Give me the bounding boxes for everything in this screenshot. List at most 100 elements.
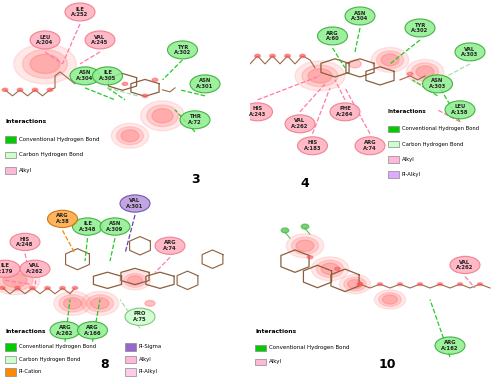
Text: THR
A:72: THR A:72 <box>188 114 202 125</box>
Ellipse shape <box>22 50 68 78</box>
Ellipse shape <box>438 283 442 286</box>
Ellipse shape <box>120 271 150 290</box>
FancyBboxPatch shape <box>388 171 398 178</box>
Ellipse shape <box>418 283 422 286</box>
Text: Interactions: Interactions <box>255 329 296 334</box>
Ellipse shape <box>54 291 91 315</box>
Ellipse shape <box>85 31 115 49</box>
Ellipse shape <box>20 260 50 277</box>
Ellipse shape <box>48 210 78 227</box>
Text: Conventional Hydrogen Bond: Conventional Hydrogen Bond <box>402 126 478 131</box>
Ellipse shape <box>301 224 309 229</box>
Ellipse shape <box>340 275 370 294</box>
Text: Alkyl: Alkyl <box>269 359 282 364</box>
Ellipse shape <box>298 137 328 155</box>
Text: ASN
A:304: ASN A:304 <box>76 71 94 81</box>
Text: VAL
A:262: VAL A:262 <box>26 263 44 274</box>
Text: PRO
A:75: PRO A:75 <box>133 311 147 322</box>
FancyBboxPatch shape <box>5 136 16 142</box>
FancyBboxPatch shape <box>388 126 398 132</box>
Ellipse shape <box>122 82 128 86</box>
Ellipse shape <box>358 283 362 286</box>
Ellipse shape <box>86 295 114 312</box>
Ellipse shape <box>50 322 80 339</box>
FancyBboxPatch shape <box>5 167 16 174</box>
Ellipse shape <box>10 233 40 251</box>
Ellipse shape <box>81 291 119 315</box>
Ellipse shape <box>281 228 289 233</box>
Ellipse shape <box>416 66 434 78</box>
Ellipse shape <box>2 88 8 91</box>
Ellipse shape <box>371 47 409 73</box>
Ellipse shape <box>478 283 482 286</box>
Text: HIS
A:183: HIS A:183 <box>304 141 321 151</box>
Ellipse shape <box>124 273 146 287</box>
Ellipse shape <box>335 267 340 270</box>
Ellipse shape <box>120 195 150 212</box>
FancyBboxPatch shape <box>5 152 16 158</box>
Text: Alkyl: Alkyl <box>139 356 151 362</box>
Text: ASN
A:309: ASN A:309 <box>106 221 124 232</box>
Ellipse shape <box>407 72 413 76</box>
Ellipse shape <box>316 260 344 277</box>
Ellipse shape <box>302 65 338 87</box>
Ellipse shape <box>92 67 122 85</box>
Ellipse shape <box>379 293 401 306</box>
Text: ASN
A:303: ASN A:303 <box>429 78 446 89</box>
Ellipse shape <box>435 337 465 354</box>
Ellipse shape <box>307 256 313 259</box>
Ellipse shape <box>270 54 275 58</box>
Ellipse shape <box>168 41 198 59</box>
Ellipse shape <box>3 273 27 287</box>
Ellipse shape <box>285 115 315 133</box>
Ellipse shape <box>381 54 399 66</box>
Text: Pi-Cation: Pi-Cation <box>19 369 42 374</box>
FancyBboxPatch shape <box>5 343 16 351</box>
Ellipse shape <box>121 130 139 142</box>
Text: Alkyl: Alkyl <box>402 157 414 162</box>
Text: ARG
A:74: ARG A:74 <box>163 240 177 251</box>
Text: Carbon Hydrogen Bond: Carbon Hydrogen Bond <box>19 356 80 362</box>
Text: Interactions: Interactions <box>388 109 426 114</box>
Ellipse shape <box>14 44 76 84</box>
Ellipse shape <box>344 277 366 291</box>
Text: Carbon Hydrogen Bond: Carbon Hydrogen Bond <box>19 152 83 157</box>
Ellipse shape <box>286 234 324 258</box>
Ellipse shape <box>180 111 210 129</box>
Ellipse shape <box>47 88 53 91</box>
Ellipse shape <box>128 276 142 285</box>
Ellipse shape <box>65 3 95 21</box>
Ellipse shape <box>355 137 385 155</box>
Text: ILE
A:252: ILE A:252 <box>72 7 88 17</box>
Ellipse shape <box>32 88 38 91</box>
Text: ARG
A:60: ARG A:60 <box>326 31 340 41</box>
Ellipse shape <box>60 286 65 290</box>
Ellipse shape <box>72 286 78 290</box>
Ellipse shape <box>255 54 260 58</box>
Text: ASN
A:301: ASN A:301 <box>196 78 214 89</box>
Text: VAL
A:262: VAL A:262 <box>292 118 308 129</box>
Text: Conventional Hydrogen Bond: Conventional Hydrogen Bond <box>19 137 100 142</box>
Text: HIS
A:248: HIS A:248 <box>16 237 34 247</box>
Text: VAL
A:245: VAL A:245 <box>92 35 108 45</box>
Ellipse shape <box>15 286 20 290</box>
Ellipse shape <box>147 105 178 127</box>
Text: ARG
A:162: ARG A:162 <box>442 340 459 351</box>
Text: Interactions: Interactions <box>5 119 46 124</box>
Text: Carbon Hydrogen Bond: Carbon Hydrogen Bond <box>402 142 463 147</box>
Text: Pi-Alkyl: Pi-Alkyl <box>402 172 420 177</box>
Ellipse shape <box>155 237 185 254</box>
FancyBboxPatch shape <box>125 343 136 351</box>
Ellipse shape <box>300 54 305 58</box>
Ellipse shape <box>455 43 485 61</box>
Ellipse shape <box>64 298 82 309</box>
Ellipse shape <box>285 54 290 58</box>
Text: 4: 4 <box>300 177 310 190</box>
Text: Conventional Hydrogen Bond: Conventional Hydrogen Bond <box>19 344 96 349</box>
Text: TYR
A:302: TYR A:302 <box>412 23 428 33</box>
Ellipse shape <box>72 218 102 235</box>
Ellipse shape <box>152 78 158 81</box>
Text: ARG
A:74: ARG A:74 <box>363 141 377 151</box>
Ellipse shape <box>357 283 363 286</box>
Ellipse shape <box>398 283 402 286</box>
